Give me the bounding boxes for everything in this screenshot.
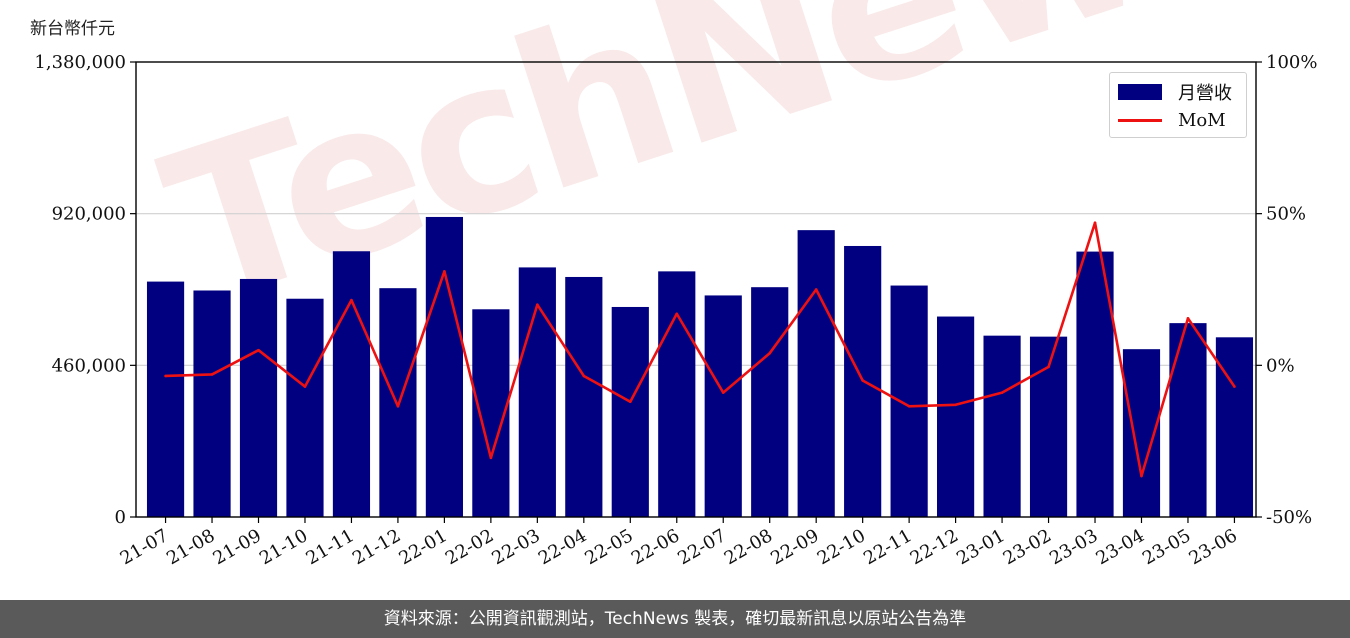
left-axis: 0 460,000 920,000 1,380,000 xyxy=(34,52,136,528)
source-footer: 資料來源：公開資訊觀測站，TechNews 製表，確切最新訊息以原站公告為準 xyxy=(0,600,1350,638)
x-tick-label: 22-09 xyxy=(767,525,822,569)
right-tick-label: -50% xyxy=(1266,507,1312,528)
x-tick-label: 23-03 xyxy=(1046,525,1101,569)
mom-point-22-11 xyxy=(907,404,911,408)
mom-point-22-08 xyxy=(768,351,772,355)
x-tick-label: 23-04 xyxy=(1093,525,1148,569)
mom-point-22-06 xyxy=(675,312,679,316)
x-tick-label: 22-10 xyxy=(814,525,869,569)
bar-22-08 xyxy=(751,287,789,517)
mom-point-22-05 xyxy=(628,400,632,404)
right-axis: -50% 0% 50% 100% xyxy=(1256,52,1317,528)
legend-line-swatch xyxy=(1118,118,1162,122)
x-tick-label: 22-06 xyxy=(628,525,683,569)
x-tick-label: 22-03 xyxy=(488,525,543,569)
x-tick-label: 22-12 xyxy=(907,525,962,569)
bar-21-07 xyxy=(146,281,185,517)
plot-frame xyxy=(135,61,1257,518)
legend-item-revenue: 月營收 xyxy=(1118,81,1232,104)
bar-21-09 xyxy=(239,278,278,517)
mom-point-22-01 xyxy=(443,270,446,273)
mom-point-22-03 xyxy=(536,303,539,306)
x-axis: 21-0721-0821-0921-1021-1121-1222-0122-02… xyxy=(117,517,1241,569)
mom-point-22-12 xyxy=(954,403,957,407)
mom-point-22-02 xyxy=(489,456,493,460)
bar-22-09 xyxy=(797,230,835,518)
mom-point-23-02 xyxy=(1047,365,1050,369)
x-tick-label: 21-11 xyxy=(303,525,358,569)
legend-item-mom: MoM xyxy=(1118,109,1226,131)
mom-point-22-10 xyxy=(861,379,864,382)
bar-22-12 xyxy=(937,316,975,517)
mom-point-23-03 xyxy=(1093,221,1097,225)
legend-label-revenue: 月營收 xyxy=(1178,83,1232,104)
legend: 月營收 MoM xyxy=(1109,72,1247,138)
mom-point-21-12 xyxy=(396,404,400,408)
legend-label-mom: MoM xyxy=(1178,109,1226,131)
bar-21-08 xyxy=(193,290,231,517)
x-tick-label: 22-01 xyxy=(395,525,450,569)
mom-point-22-09 xyxy=(814,288,818,291)
mom-polyline xyxy=(165,221,1236,478)
left-tick-label: 0 xyxy=(115,507,126,528)
bar-22-07 xyxy=(704,295,742,517)
mom-point-21-11 xyxy=(350,298,353,302)
y-axis-unit-label: 新台幣仟元 xyxy=(30,19,115,39)
left-tick-label: 460,000 xyxy=(52,355,126,376)
mom-point-22-07 xyxy=(721,391,725,394)
x-tick-label: 21-12 xyxy=(349,525,404,569)
mom-point-21-09 xyxy=(257,348,260,352)
right-tick-label: 0% xyxy=(1266,355,1295,376)
bar-23-01 xyxy=(983,335,1021,517)
x-tick-label: 23-05 xyxy=(1139,525,1194,569)
revenue-bars xyxy=(146,216,1254,518)
x-tick-label: 22-05 xyxy=(581,525,636,569)
x-tick-label: 23-01 xyxy=(953,525,1008,569)
mom-point-21-08 xyxy=(210,373,214,376)
x-tick-label: 21-09 xyxy=(210,525,265,569)
mom-point-22-04 xyxy=(582,374,586,378)
revenue-chart: 0 460,000 920,000 1,380,000 -50% 0% 50% 100% 2… xyxy=(34,52,1317,569)
mom-point-23-06 xyxy=(1233,385,1236,388)
x-tick-label: 22-02 xyxy=(442,525,497,569)
x-tick-label: 21-10 xyxy=(256,525,311,569)
bar-22-01 xyxy=(425,216,463,517)
x-tick-label: 22-07 xyxy=(674,525,729,569)
mom-point-23-04 xyxy=(1140,474,1143,478)
mom-line xyxy=(164,221,1236,478)
right-tick-label: 50% xyxy=(1266,204,1306,225)
bar-23-05 xyxy=(1169,323,1207,517)
legend-bar-swatch xyxy=(1118,84,1162,100)
bar-22-05 xyxy=(611,306,649,517)
mom-point-21-07 xyxy=(164,374,167,378)
x-tick-label: 22-08 xyxy=(721,525,776,569)
bar-22-11 xyxy=(890,285,928,517)
left-tick-label: 920,000 xyxy=(52,204,126,225)
left-tick-label: 1,380,000 xyxy=(34,52,126,73)
right-tick-label: 100% xyxy=(1266,52,1317,73)
bar-22-04 xyxy=(565,276,603,517)
bar-23-06 xyxy=(1215,337,1254,517)
bar-21-10 xyxy=(286,298,324,517)
x-tick-label: 22-04 xyxy=(535,525,590,569)
mom-point-21-10 xyxy=(303,385,307,388)
bar-21-11 xyxy=(332,251,371,518)
mom-point-23-01 xyxy=(1000,391,1004,394)
x-tick-label: 23-02 xyxy=(1000,525,1055,569)
x-tick-label: 23-06 xyxy=(1186,525,1241,569)
x-tick-label: 22-11 xyxy=(860,525,915,569)
x-tick-label: 21-08 xyxy=(163,525,218,569)
bar-22-06 xyxy=(658,271,696,517)
mom-point-23-05 xyxy=(1186,317,1190,320)
x-tick-label: 21-07 xyxy=(117,525,172,569)
